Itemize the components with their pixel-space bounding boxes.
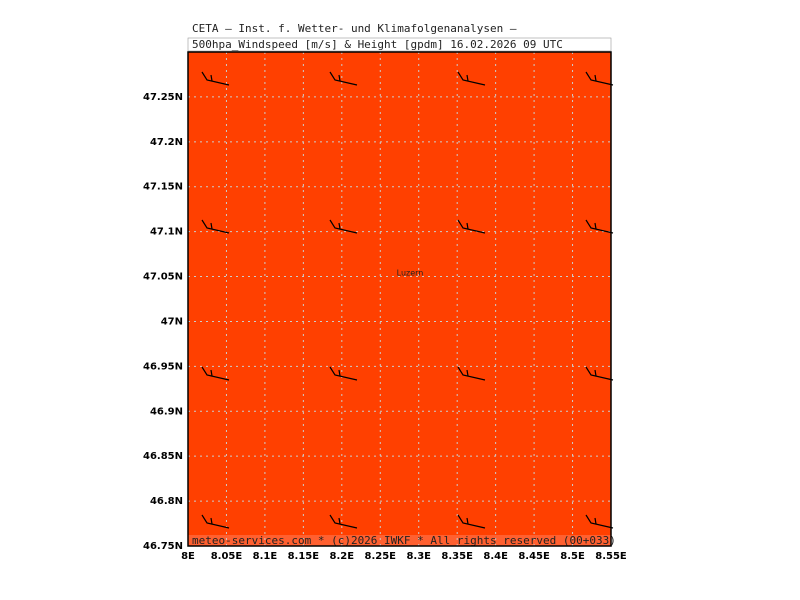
barb-shaft	[457, 219, 486, 234]
y-tick-label: 46.95N	[143, 361, 183, 372]
map-title: CETA — Inst. f. Wetter- und Klimafolgena…	[192, 22, 517, 35]
wind-barb	[329, 71, 358, 86]
x-tick-label: 8.2E	[330, 551, 355, 562]
x-tick-label: 8.5E	[560, 551, 585, 562]
wind-barb	[457, 366, 486, 381]
wind-barb	[201, 366, 230, 381]
barb-flag	[338, 74, 341, 82]
barb-flag	[594, 222, 597, 230]
y-tick-label: 46.75N	[143, 541, 183, 552]
footer-band	[188, 535, 611, 546]
y-tick-label: 47.2N	[150, 137, 183, 148]
barb-shaft	[329, 219, 358, 234]
barb-flag	[210, 222, 213, 230]
wind-barb	[585, 219, 614, 234]
x-tick-label: 8.15E	[288, 551, 320, 562]
x-tick-label: 8.4E	[483, 551, 508, 562]
y-tick-label: 47.25N	[143, 92, 183, 103]
barb-flag	[594, 517, 597, 525]
barb-shaft	[329, 71, 358, 86]
barb-flag	[210, 517, 213, 525]
wind-barb	[457, 219, 486, 234]
x-tick-label: 8.25E	[365, 551, 397, 562]
y-tick-label: 47.15N	[143, 182, 183, 193]
barb-flag	[466, 517, 469, 525]
barb-shaft	[457, 71, 486, 86]
wind-barb	[201, 71, 230, 86]
y-tick-label: 46.85N	[143, 451, 183, 462]
footer-text: meteo-services.com * (c)2026 IWKF * All …	[192, 534, 616, 547]
barb-flag	[338, 222, 341, 230]
wind-barb	[201, 219, 230, 234]
wind-barb	[457, 71, 486, 86]
barb-shaft	[585, 514, 614, 529]
barb-shaft	[457, 514, 486, 529]
wind-barb	[585, 514, 614, 529]
barb-shaft	[585, 366, 614, 381]
barb-flag	[210, 369, 213, 377]
y-tick-label: 46.9N	[150, 406, 183, 417]
barb-shaft	[201, 219, 230, 234]
map-frame	[187, 51, 612, 547]
wind-barb	[329, 514, 358, 529]
wind-barb	[585, 71, 614, 86]
y-tick-label: 47.1N	[150, 227, 183, 238]
wind-barb	[585, 366, 614, 381]
subtitle-box	[187, 37, 612, 52]
x-tick-label: 8.55E	[595, 551, 627, 562]
barb-shaft	[201, 514, 230, 529]
wind-barb	[329, 366, 358, 381]
map-subtitle: 500hpa_Windspeed [m/s] & Height [gpdm] 1…	[192, 38, 563, 51]
barb-flag	[338, 517, 341, 525]
place-label: Luzern	[397, 269, 424, 278]
y-tick-label: 46.8N	[150, 496, 183, 507]
x-tick-label: 8E	[181, 551, 195, 562]
wind-barb	[329, 219, 358, 234]
barb-shaft	[329, 514, 358, 529]
barb-shaft	[201, 71, 230, 86]
x-tick-label: 8.3E	[406, 551, 431, 562]
barb-flag	[466, 369, 469, 377]
barb-shaft	[329, 366, 358, 381]
x-tick-label: 8.1E	[253, 551, 278, 562]
barb-shaft	[585, 219, 614, 234]
y-tick-label: 47.05N	[143, 272, 183, 283]
x-tick-label: 8.45E	[518, 551, 550, 562]
barb-shaft	[201, 366, 230, 381]
barb-flag	[594, 74, 597, 82]
barb-flag	[466, 74, 469, 82]
wind-barb	[201, 514, 230, 529]
wind-barb	[457, 514, 486, 529]
barb-flag	[338, 369, 341, 377]
map-area	[188, 52, 611, 546]
x-tick-label: 8.35E	[441, 551, 473, 562]
barb-flag	[210, 74, 213, 82]
barb-flag	[594, 369, 597, 377]
x-tick-label: 8.05E	[211, 551, 243, 562]
barb-flag	[466, 222, 469, 230]
y-tick-label: 47N	[161, 316, 183, 327]
barb-shaft	[585, 71, 614, 86]
barb-shaft	[457, 366, 486, 381]
